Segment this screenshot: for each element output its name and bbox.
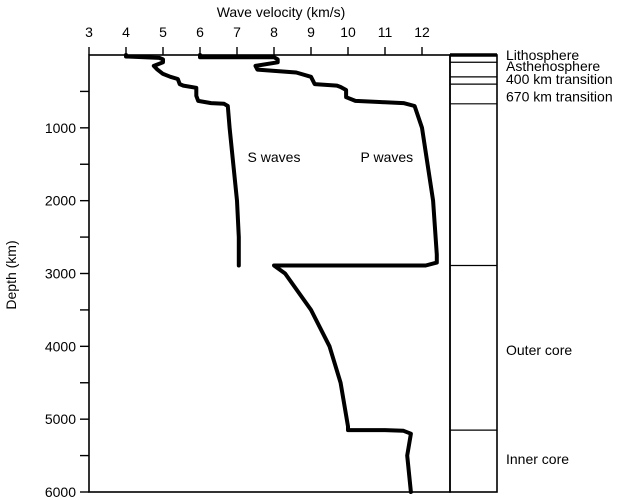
layer-label-inner-core: Inner core (506, 451, 569, 467)
x-tick-label: 3 (85, 24, 93, 40)
x-tick-label: 12 (414, 24, 430, 40)
series-lines (124, 53, 439, 494)
x-axis-ticks: 3 4 5 6 7 8 9 10 11 12 (85, 24, 430, 55)
series-line-s-waves (124, 53, 241, 268)
layer-label-670-km-transition: 670 km transition (506, 89, 613, 105)
series-line-p-waves (198, 53, 439, 494)
plot-frame (88, 54, 451, 493)
y-tick-label: 6000 (45, 484, 76, 500)
layer-boundaries (450, 53, 497, 431)
x-tick-label: 4 (122, 24, 130, 40)
series-label-s-waves: S waves (248, 149, 301, 165)
y-axis-ticks: 1000 2000 3000 4000 5000 6000 (45, 90, 89, 500)
x-tick-label: 5 (159, 24, 167, 40)
x-tick-label: 8 (270, 24, 278, 40)
x-axis-title: Wave velocity (km/s) (217, 4, 346, 20)
layer-label-outer-core: Outer core (506, 342, 572, 358)
y-tick-label: 5000 (45, 411, 76, 427)
y-tick-label: 4000 (45, 338, 76, 354)
y-tick-label: 2000 (45, 193, 76, 209)
layer-column-frame (449, 54, 498, 493)
layer-label-400-km-transition: 400 km transition (506, 71, 613, 87)
y-tick-label: 1000 (45, 120, 76, 136)
y-axis-title: Depth (km) (3, 240, 19, 309)
x-tick-label: 7 (233, 24, 241, 40)
x-tick-label: 6 (196, 24, 204, 40)
series-label-p-waves: P waves (361, 149, 414, 165)
y-tick-label: 3000 (45, 266, 76, 282)
series-labels: S waves P waves (248, 149, 414, 165)
x-tick-label: 10 (340, 24, 356, 40)
x-tick-label: 9 (307, 24, 315, 40)
x-tick-label: 11 (378, 24, 393, 40)
layer-label-lithosphere: Lithosphere (506, 47, 579, 63)
layer-label-asthenosphere: Asthenosphere (506, 58, 600, 74)
